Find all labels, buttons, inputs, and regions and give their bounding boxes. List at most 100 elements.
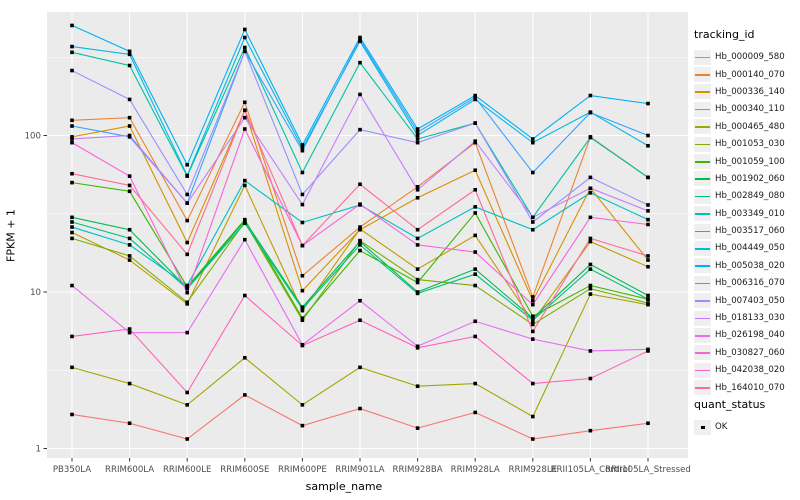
data-point xyxy=(70,283,74,288)
data-point xyxy=(473,233,477,238)
data-point xyxy=(473,267,477,271)
data-point xyxy=(646,133,650,138)
data-point xyxy=(300,243,305,248)
legend-items: Hb_000009_580 Hb_000140_070 Hb_000336_140 H… xyxy=(694,49,800,396)
data-point xyxy=(415,130,420,134)
x-axis-title: sample_name xyxy=(305,480,383,493)
data-point xyxy=(243,183,247,188)
legend-item-label: OK xyxy=(715,422,728,433)
legend-item: Hb_001059_100 xyxy=(694,153,800,170)
legend-item-label: Hb_000465_480 xyxy=(715,121,785,132)
data-point xyxy=(185,218,189,223)
data-point xyxy=(185,403,189,407)
data-point xyxy=(531,302,535,307)
data-point xyxy=(127,49,132,54)
data-point xyxy=(127,189,132,194)
data-point xyxy=(646,175,650,180)
data-point xyxy=(358,239,362,244)
data-point xyxy=(415,187,420,192)
data-point xyxy=(358,35,362,40)
data-point xyxy=(127,236,132,241)
data-point xyxy=(473,381,477,386)
data-point xyxy=(300,316,305,321)
data-point xyxy=(646,293,650,298)
data-point xyxy=(358,127,362,132)
legend-key-line-icon xyxy=(694,84,711,100)
data-point xyxy=(300,273,305,278)
data-point xyxy=(70,135,74,139)
data-point xyxy=(473,283,477,288)
data-point xyxy=(243,49,247,54)
data-point xyxy=(70,50,74,55)
legend-item: Hb_001053_030 xyxy=(694,136,800,152)
data-point xyxy=(531,140,535,145)
data-point xyxy=(70,334,74,339)
data-point xyxy=(185,437,189,441)
legend-item: Hb_018133_030 xyxy=(694,310,800,326)
data-point xyxy=(531,318,535,323)
data-point xyxy=(646,258,650,262)
data-point xyxy=(127,52,132,57)
data-point xyxy=(531,298,535,303)
data-point xyxy=(127,174,132,178)
data-point xyxy=(473,95,477,100)
data-point xyxy=(358,227,362,231)
data-point xyxy=(358,365,362,370)
legend-item-label: Hb_030827_060 xyxy=(715,347,785,358)
data-point xyxy=(300,288,305,293)
legend-item: Hb_001902_060 xyxy=(694,171,800,187)
data-point xyxy=(646,264,650,269)
legend-key-line-icon xyxy=(694,49,711,65)
data-point xyxy=(185,192,189,197)
x-tick-label: RRIM600SE xyxy=(220,465,269,475)
legend-item: Hb_003517_060 xyxy=(694,223,800,239)
data-point xyxy=(531,316,535,321)
x-tick-label: RRIM928BA xyxy=(393,465,443,475)
legend-tracking-id: tracking_id Hb_000009_580 Hb_000140_070 Hb… xyxy=(694,28,800,396)
data-point xyxy=(243,221,247,226)
data-point xyxy=(415,195,420,200)
legend-item: Hb_000465_480 xyxy=(694,119,800,135)
x-tick-label: RRIM600LA xyxy=(105,465,154,475)
data-point xyxy=(415,185,420,189)
data-point xyxy=(358,60,362,65)
data-point xyxy=(358,243,362,247)
data-point xyxy=(243,393,247,397)
legend-item-label: Hb_018133_030 xyxy=(715,313,785,324)
legend-item: Hb_004449_050 xyxy=(694,240,800,256)
data-point xyxy=(358,225,362,229)
legend-key-line-icon xyxy=(694,327,711,343)
data-point xyxy=(243,178,247,183)
data-point xyxy=(70,412,74,417)
y-tick-label: 100 xyxy=(25,132,41,142)
data-point xyxy=(358,37,362,42)
data-point xyxy=(358,92,362,97)
x-tick-label: RRIM600LE xyxy=(163,465,212,475)
data-point xyxy=(588,186,593,191)
legend-item-label: Hb_001902_060 xyxy=(715,173,785,184)
data-point xyxy=(531,322,535,327)
data-point xyxy=(127,115,132,120)
data-point xyxy=(185,286,189,291)
data-point xyxy=(127,183,132,188)
legend-key-line-icon xyxy=(694,67,711,83)
legend-item: Hb_164010_070 xyxy=(694,379,800,396)
data-point xyxy=(70,180,74,185)
y-axis-title: FPKM + 1 xyxy=(4,209,18,262)
data-point xyxy=(473,211,477,215)
data-point xyxy=(70,236,74,241)
data-point xyxy=(531,381,535,386)
data-point xyxy=(243,115,247,120)
data-point xyxy=(588,215,593,220)
legend-item-ok: OK xyxy=(694,419,800,435)
data-point xyxy=(127,421,132,426)
data-point xyxy=(473,250,477,254)
legend-item: Hb_000140_070 xyxy=(694,66,800,83)
data-point xyxy=(473,205,477,209)
legend-key-line-icon xyxy=(694,240,711,256)
data-point xyxy=(646,217,650,222)
data-point xyxy=(646,349,650,353)
data-point xyxy=(588,292,593,296)
data-point xyxy=(531,220,535,224)
